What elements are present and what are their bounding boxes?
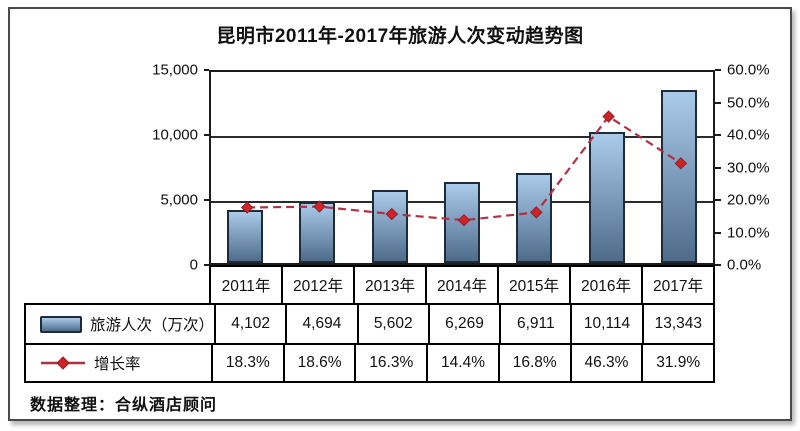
- legend-growth: 增长率: [26, 345, 211, 381]
- right-axis-label: 30.0%: [727, 159, 770, 176]
- chart-title: 昆明市2011年-2017年旅游人次变动趋势图: [216, 26, 584, 47]
- right-axis-label: 0.0%: [727, 256, 762, 274]
- gridline: [211, 136, 713, 138]
- visitors-cell-6,911: 6,911: [499, 305, 570, 343]
- left-axis-tick: [204, 199, 209, 201]
- table-growth-row: 增长率 18.3% 18.6% 16.3% 14.4% 16.8% 46.3% 31.9%: [24, 343, 715, 383]
- header-cell-2017年: 2017年: [641, 267, 713, 303]
- visitors-cell-4,694: 4,694: [285, 305, 356, 343]
- growth-line-series: [240, 110, 688, 227]
- table-visitors-row: 旅游人次（万次） 4,102 4,694 5,602 6,269 6,911 10,114…: [24, 303, 715, 345]
- line-series-swatch-icon: [40, 356, 86, 370]
- right-axis-label: 60.0%: [727, 61, 770, 79]
- table-header-row: 2011年 2012年 2013年 2014年 2015年 2016年 2017年: [209, 265, 715, 305]
- marker-2012年: [313, 200, 326, 213]
- marker-2016年: [602, 110, 615, 123]
- right-axis-label: 40.0%: [727, 126, 770, 144]
- right-axis-tick: [715, 69, 721, 71]
- growth-line: [247, 115, 682, 222]
- legend-visitors: 旅游人次（万次）: [26, 305, 214, 343]
- growth-cell-46.3%: 46.3%: [569, 345, 642, 381]
- bar-2017年: [660, 89, 697, 263]
- legend-growth-label: 增长率: [94, 356, 141, 373]
- growth-cell-16.8%: 16.8%: [497, 345, 570, 381]
- right-axis-label: 20.0%: [727, 191, 770, 209]
- bar-series-swatch-icon: [40, 315, 82, 333]
- left-axis-label: 15,000: [152, 61, 198, 79]
- visitors-cell-5,602: 5,602: [356, 305, 428, 343]
- left-axis-label: 10,000: [152, 126, 198, 144]
- marker-2017年: [674, 157, 688, 170]
- bar-2016年: [588, 131, 625, 263]
- right-axis-tick: [715, 166, 721, 169]
- left-axis-label: 0: [189, 256, 198, 274]
- header-cell-2014年: 2014年: [425, 267, 497, 303]
- growth-cell-14.4%: 14.4%: [426, 345, 498, 381]
- right-axis-tick: [715, 231, 721, 234]
- right-axis-label: 10.0%: [727, 224, 770, 241]
- plot-area: [209, 70, 715, 265]
- visitors-cell-10,114: 10,114: [570, 305, 641, 343]
- bar-2013年: [371, 190, 408, 263]
- marker-2015年: [530, 206, 543, 219]
- right-axis-tick: [715, 199, 721, 201]
- marker-2013年: [385, 207, 398, 221]
- header-cell-2013年: 2013年: [353, 267, 425, 303]
- marker-2014年: [457, 213, 471, 227]
- right-axis-label: 50.0%: [727, 94, 770, 111]
- right-axis-tick: [715, 134, 721, 136]
- left-axis: 15,000 10,000 5,000 0: [108, 9, 198, 419]
- bar-2015年: [516, 173, 553, 263]
- bar-2011年: [227, 209, 264, 263]
- left-axis-tick: [204, 264, 209, 266]
- growth-cell-16.3%: 16.3%: [354, 345, 426, 381]
- header-cell-2015年: 2015年: [497, 267, 569, 303]
- visitors-cell-13,343: 13,343: [641, 305, 713, 343]
- header-cell-2011年: 2011年: [221, 278, 271, 295]
- bar-2012年: [299, 201, 336, 263]
- marker-2011年: [240, 201, 254, 214]
- right-axis-tick: [715, 101, 721, 104]
- growth-cell-31.9%: 31.9%: [641, 345, 713, 381]
- left-axis-tick: [204, 69, 209, 71]
- legend-visitors-label: 旅游人次（万次）: [90, 317, 215, 334]
- growth-cell-18.3%: 18.3%: [211, 345, 283, 381]
- growth-cell-18.6%: 18.6%: [282, 345, 355, 381]
- header-cell-2016年: 2016年: [569, 267, 641, 303]
- left-axis-tick: [204, 134, 209, 136]
- visitors-cell-4,102: 4,102: [214, 305, 285, 343]
- visitors-cell-6,269: 6,269: [427, 305, 499, 343]
- right-axis-tick: [715, 264, 721, 266]
- data-source-note: 数据整理：合纵酒店顾问: [30, 397, 218, 414]
- bar-2014年: [444, 181, 480, 263]
- header-cell-2012年: 2012年: [281, 267, 353, 303]
- left-axis-label: 5,000: [160, 191, 198, 209]
- right-axis: 60.0% 50.0% 40.0% 30.0% 20.0% 10.0% 0.0%: [727, 9, 789, 419]
- chart-frame: 昆明市2011年-2017年旅游人次变动趋势图 15,000 10,000 5,00…: [8, 7, 792, 421]
